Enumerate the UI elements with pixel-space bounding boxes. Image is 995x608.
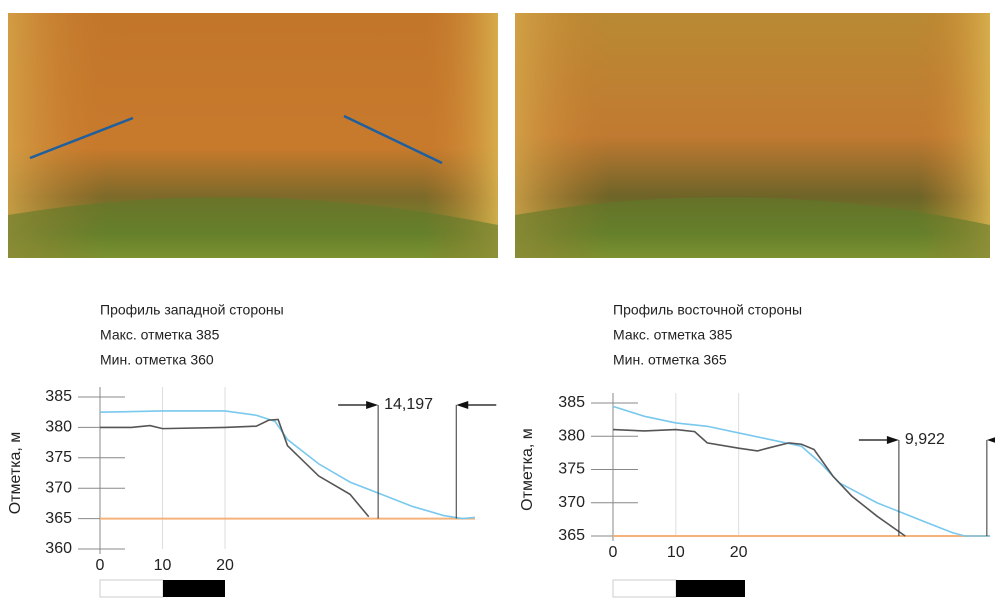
y-tick-label: 385 [558, 394, 585, 411]
annotation: 14,197 [384, 396, 433, 413]
chart-title: Профиль восточной стороны [613, 302, 802, 318]
chart-subtitle: Макс. отметка 385 [100, 327, 220, 343]
data-line [613, 430, 905, 536]
arrow-head [887, 436, 899, 444]
x-tick-label: 10 [667, 544, 685, 561]
terrain-west [8, 13, 498, 258]
chart: Профиль восточной стороны Макс. отметка 3… [519, 302, 995, 562]
y-tick-label: 375 [558, 461, 585, 478]
y-axis-label: Отметка, м [519, 428, 536, 511]
scale-bar [100, 580, 745, 597]
terrain-east [515, 13, 990, 258]
page: Профиль западной стороны Макс. отметка 38… [0, 0, 995, 603]
y-tick-label: 385 [45, 388, 72, 405]
y-tick-label: 360 [45, 540, 72, 557]
x-tick-label: 20 [216, 557, 234, 574]
arrow-head [366, 401, 378, 409]
chart-subtitle: Макс. отметка 385 [613, 327, 733, 343]
y-tick-label: 380 [45, 419, 72, 436]
chart-subtitle: Мин. отметка 360 [100, 352, 214, 368]
arrow-head [987, 436, 995, 444]
arrow-head [456, 401, 468, 409]
annotation: 9,922 [905, 431, 945, 448]
y-tick-label: 370 [558, 494, 585, 511]
x-tick-label: 10 [154, 557, 172, 574]
x-tick-label: 20 [730, 544, 748, 561]
x-tick-label: 0 [96, 557, 105, 574]
chart-subtitle: Мин. отметка 365 [613, 352, 727, 368]
chart-title: Профиль западной стороны [100, 302, 284, 318]
y-tick-label: 365 [558, 527, 585, 544]
data-line [100, 419, 369, 516]
y-axis-label: Отметка, м [7, 432, 24, 515]
y-tick-label: 380 [558, 427, 585, 444]
y-tick-label: 370 [45, 479, 72, 496]
chart: Профиль западной стороны Макс. отметка 38… [7, 302, 496, 575]
y-tick-label: 375 [45, 449, 72, 466]
y-tick-label: 365 [45, 510, 72, 527]
x-tick-label: 0 [609, 544, 618, 561]
data-line [613, 406, 990, 536]
